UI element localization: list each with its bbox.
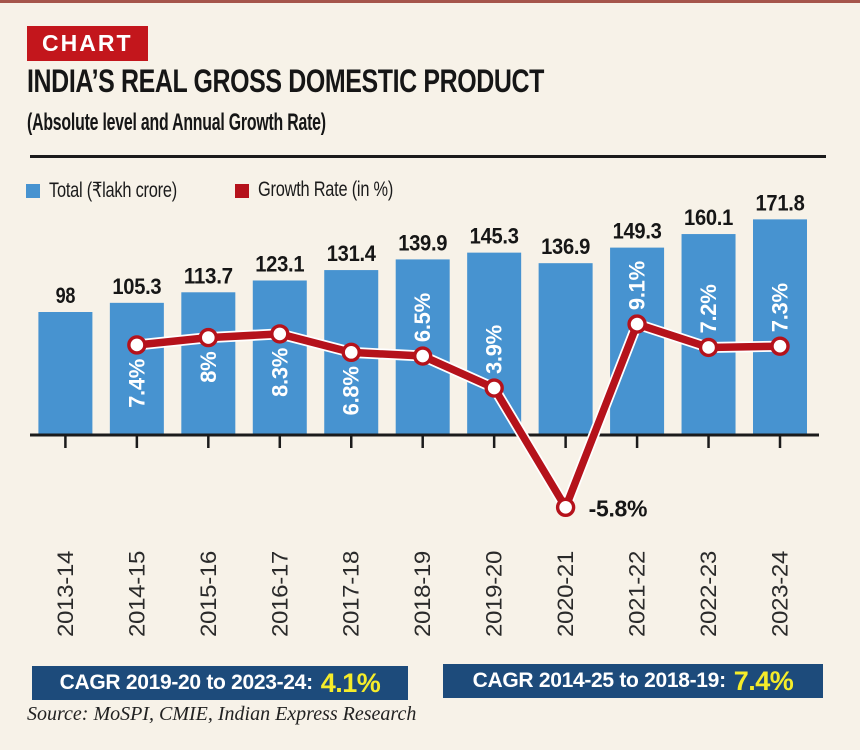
growth-point xyxy=(127,335,147,355)
cagr-box-earlier: CAGR 2014-25 to 2018-19: 7.4% xyxy=(443,664,823,698)
bar-value-label: 113.7 xyxy=(184,263,233,288)
bar-value-label: 98 xyxy=(56,283,76,308)
cagr-recent-label: CAGR 2019-20 to 2023-24: xyxy=(59,671,313,694)
chart-badge-label: CHART xyxy=(42,30,133,56)
growth-label: 6.8% xyxy=(339,366,364,415)
gdp-bar xyxy=(467,252,522,435)
year-label: 2020-21 xyxy=(553,551,578,637)
cagr-earlier-label: CAGR 2014-25 to 2018-19: xyxy=(472,669,726,692)
growth-point xyxy=(698,337,719,358)
gdp-bar xyxy=(109,302,164,435)
bar-value-label: 123.1 xyxy=(255,251,304,276)
bar-value-label: 149.3 xyxy=(613,219,662,244)
legend-swatch-growth-rate xyxy=(235,183,249,198)
legend-label-growth-rate: Growth Rate (in %) xyxy=(258,178,394,201)
gdp-bar xyxy=(681,234,736,435)
legend-item-total: Total (₹lakh crore) xyxy=(26,178,213,203)
growth-label: 7.2% xyxy=(696,284,721,333)
growth-label: 3.9% xyxy=(482,325,507,374)
bar-value-label: 131.4 xyxy=(327,241,377,266)
year-label: 2023-24 xyxy=(768,551,793,637)
cagr-box-recent: CAGR 2019-20 to 2023-24: 4.1% xyxy=(32,666,408,700)
header-divider xyxy=(30,155,826,158)
gdp-bar xyxy=(538,263,593,435)
growth-point xyxy=(627,314,647,334)
growth-point xyxy=(270,324,290,344)
bar-value-label: 160.1 xyxy=(684,205,733,230)
growth-point xyxy=(341,342,361,363)
growth-label: 7.3% xyxy=(768,283,793,332)
chart-badge: CHART xyxy=(27,26,148,61)
year-label: 2016-17 xyxy=(267,551,292,637)
bar-value-label: 145.3 xyxy=(470,224,519,249)
cagr-recent-value: 4.1% xyxy=(320,667,381,698)
bar-value-label: 105.3 xyxy=(112,274,161,299)
growth-point xyxy=(198,327,219,348)
gdp-bar xyxy=(753,219,807,435)
page-subtitle: (Absolute level and Annual Growth Rate) xyxy=(27,109,326,136)
growth-point xyxy=(413,346,433,366)
gdp-bar xyxy=(38,312,93,435)
legend-item-growth-rate: Growth Rate (in %) xyxy=(235,178,431,202)
year-label: 2015-16 xyxy=(196,551,221,637)
growth-label: 6.5% xyxy=(410,293,435,342)
gdp-bar xyxy=(181,292,236,435)
gdp-bar xyxy=(610,247,665,435)
year-label: 2013-14 xyxy=(53,551,78,637)
year-label: 2022-23 xyxy=(696,551,721,637)
growth-point xyxy=(770,336,790,356)
source-credit: Source: MoSPI, CMIE, Indian Express Rese… xyxy=(27,703,417,725)
page-title: INDIA’S REAL GROSS DOMESTIC PRODUCT xyxy=(27,63,545,99)
bar-value-label: 171.8 xyxy=(756,190,805,215)
gdp-bar xyxy=(252,280,307,435)
cagr-earlier-value: 7.4% xyxy=(733,665,794,696)
growth-label: 9.1% xyxy=(625,261,650,310)
legend-label-total: Total (₹lakh crore) xyxy=(49,179,177,202)
top-edge-strip xyxy=(0,0,860,3)
legend-swatch-total xyxy=(26,184,40,198)
growth-label: 8.3% xyxy=(267,348,292,397)
year-label: 2014-15 xyxy=(124,551,149,637)
growth-point xyxy=(484,378,504,398)
growth-label: 7.4% xyxy=(124,359,149,408)
year-label: 2017-18 xyxy=(339,551,364,637)
year-label: 2018-19 xyxy=(410,551,435,637)
growth-label: 8% xyxy=(196,352,221,383)
growth-line xyxy=(133,320,784,512)
year-label: 2021-22 xyxy=(625,551,650,637)
growth-label: -5.8% xyxy=(589,495,648,521)
year-label: 2019-20 xyxy=(482,551,507,637)
bar-value-label: 139.9 xyxy=(398,230,447,255)
growth-point xyxy=(555,497,576,518)
bar-value-label: 136.9 xyxy=(541,234,590,259)
